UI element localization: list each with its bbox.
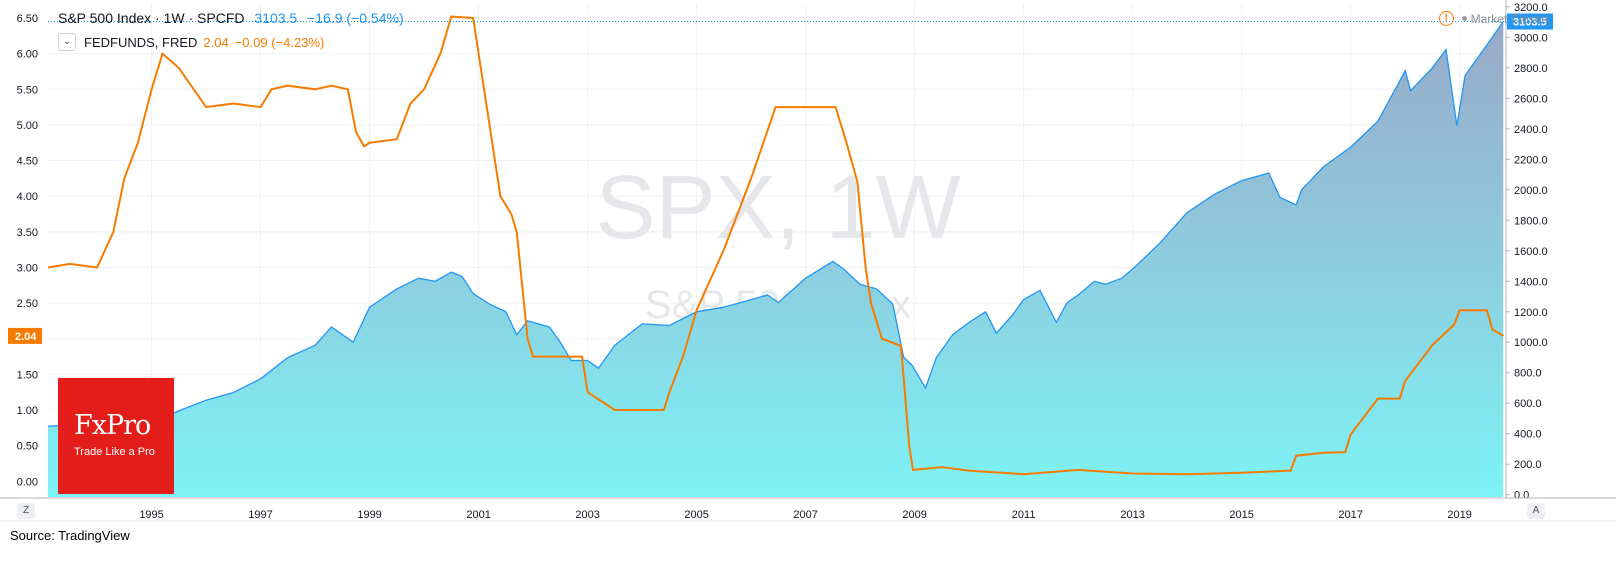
chart-area[interactable]: SPX, 1W S&P 500 Index 199519971999200120… bbox=[0, 0, 1616, 540]
y-left-tick-label: 1.50 bbox=[17, 369, 38, 381]
y-right-tick-label: 800.0 bbox=[1514, 368, 1542, 380]
fed-last-value-label: 2.04 bbox=[15, 331, 37, 343]
y-right-tick-label: 1200.0 bbox=[1514, 307, 1548, 319]
status-dot-icon bbox=[1461, 16, 1467, 21]
y-left-tick-label: 1.00 bbox=[17, 405, 38, 417]
x-tick-label: 2019 bbox=[1447, 509, 1471, 521]
y-left-tick-label: 6.00 bbox=[17, 49, 38, 61]
x-tick-label: 1995 bbox=[139, 509, 163, 521]
x-tick-label: 2005 bbox=[684, 509, 708, 521]
y-left-tick-label: 0.00 bbox=[17, 476, 38, 488]
y-right-tick-label: 2200.0 bbox=[1514, 154, 1548, 166]
y-right-tick-label: 2000.0 bbox=[1514, 185, 1548, 197]
market-status-text: Market Closed bbox=[1470, 11, 1548, 26]
y-left-tick-label: 3.50 bbox=[17, 227, 38, 239]
y-right-tick-label: 1600.0 bbox=[1514, 246, 1548, 258]
y-right-tick-label: 2400.0 bbox=[1514, 124, 1548, 136]
watermark-main: SPX, 1W bbox=[595, 158, 960, 258]
spx-line bbox=[47, 21, 1504, 427]
x-tick-label: 2003 bbox=[575, 509, 599, 521]
fed-legend[interactable]: ⌄ FEDFUNDS, FRED 2.04 −0.09 (−4.23%) bbox=[58, 33, 330, 51]
series bbox=[47, 15, 1506, 497]
y-right-tick-label: 1000.0 bbox=[1514, 337, 1548, 349]
y-left-tick-label: 4.50 bbox=[17, 156, 38, 168]
fed-value: 2.04 bbox=[203, 34, 229, 50]
warning-icon[interactable]: ! bbox=[1438, 11, 1454, 26]
x-tick-label: 2013 bbox=[1120, 509, 1144, 521]
y-right-tick-label: 3200.0 bbox=[1514, 2, 1548, 14]
fxpro-logo: FxPro Trade Like a Pro bbox=[58, 378, 174, 494]
x-tick-label: 2015 bbox=[1229, 509, 1253, 521]
x-tick-label: 2009 bbox=[902, 509, 926, 521]
y-right-tick-label: 2800.0 bbox=[1514, 63, 1548, 75]
spx-change: −16.9 (−0.54%) bbox=[307, 10, 404, 26]
logo-tagline: Trade Like a Pro bbox=[74, 446, 155, 458]
y-right-tick-label: 1400.0 bbox=[1514, 276, 1548, 288]
spx-legend[interactable]: S&P 500 Index · 1W · SPCFD 3103.5 −16.9 … bbox=[58, 10, 410, 26]
x-tick-label: 1999 bbox=[357, 509, 381, 521]
y-right-tick-label: 2600.0 bbox=[1514, 93, 1548, 105]
axes: 1995 1997 1999 2001 2003 2005 2007 2009 2011 2013… bbox=[0, 0, 1616, 522]
x-tick-label: 2017 bbox=[1338, 509, 1362, 521]
market-status[interactable]: ! Market Closed bbox=[1438, 11, 1548, 26]
x-tick-label: 2001 bbox=[466, 509, 490, 521]
fed-label[interactable]: FEDFUNDS, FRED bbox=[84, 34, 198, 50]
x-tick-label: 2011 bbox=[1012, 509, 1036, 521]
source-note: Source: TradingView bbox=[10, 528, 130, 543]
timezone-button[interactable]: Z bbox=[17, 503, 35, 519]
fedfunds-line bbox=[47, 15, 1504, 476]
fed-change: −0.09 (−4.23%) bbox=[234, 34, 325, 50]
y-right-tick-label: 0.0 bbox=[1514, 490, 1529, 502]
y-left-tick-label: 6.50 bbox=[17, 13, 38, 25]
y-left-tick-label: 0.50 bbox=[17, 441, 38, 453]
logo-name: FxPro bbox=[74, 410, 151, 441]
y-right-tick-label: 400.0 bbox=[1514, 429, 1542, 441]
chevron-down-icon[interactable]: ⌄ bbox=[58, 33, 76, 51]
y-right-tick-label: 3000.0 bbox=[1514, 32, 1548, 44]
fed-last-value-badge bbox=[8, 327, 42, 344]
auto-scale-button[interactable]: A bbox=[1527, 503, 1545, 519]
symbol-title[interactable]: S&P 500 Index · 1W · SPCFD bbox=[58, 10, 245, 26]
spx-area bbox=[48, 21, 1504, 497]
y-left-tick-label: 3.00 bbox=[17, 262, 38, 274]
x-tick-label: 2007 bbox=[793, 509, 817, 521]
y-left-tick-label: 4.00 bbox=[17, 191, 38, 203]
y-left-tick-label: 5.50 bbox=[17, 84, 38, 96]
x-tick-label: 1997 bbox=[248, 509, 272, 521]
chart-svg[interactable]: SPX, 1W S&P 500 Index 199519971999200120… bbox=[0, 0, 1616, 540]
y-right-tick-label: 600.0 bbox=[1514, 398, 1542, 410]
spx-last-value-label: 3103.5 bbox=[1513, 17, 1547, 29]
spx-price: 3103.5 bbox=[254, 10, 298, 26]
spx-last-value-badge bbox=[1507, 13, 1553, 30]
y-right-tick-label: 200.0 bbox=[1514, 459, 1542, 471]
y-left-tick-label: 5.00 bbox=[17, 120, 38, 132]
y-left-tick-label: 2.50 bbox=[17, 298, 38, 310]
y-right-tick-label: 1800.0 bbox=[1514, 215, 1548, 227]
